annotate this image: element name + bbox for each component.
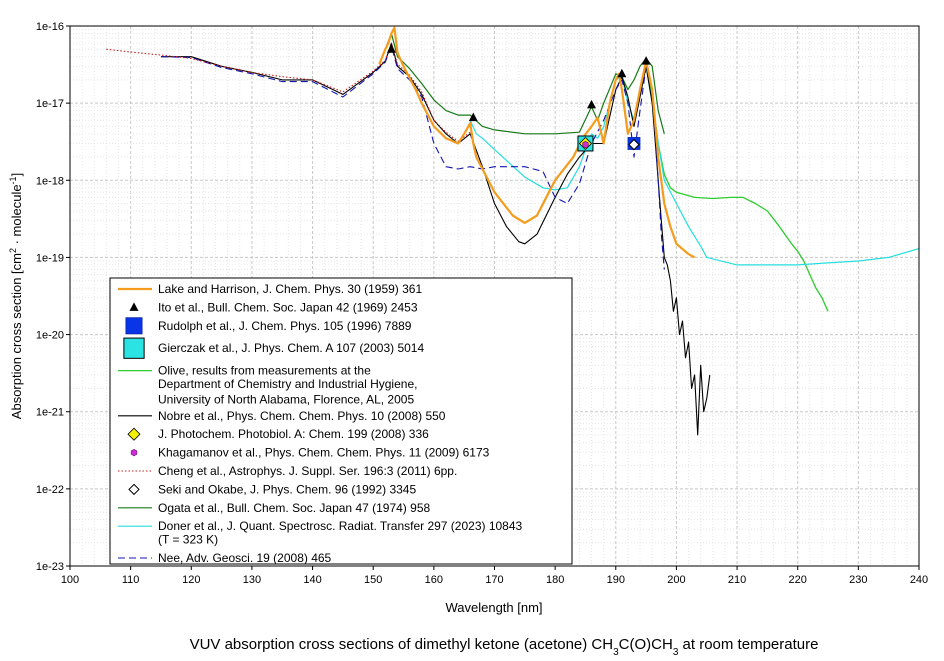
legend-label-cont: University of North Alabama, Florence, A… xyxy=(158,392,414,406)
y-axis-title-part: Absorption cross section [cm xyxy=(9,253,24,419)
legend-label: Nobre et al., Phys. Chem. Chem. Phys. 10… xyxy=(158,409,446,423)
series-4 xyxy=(645,66,829,312)
legend-label: Olive, results from measurements at the xyxy=(158,364,371,378)
axis-ticks: 100 110 120 130 140 150 160 170 180 190 200 210 220 2… xyxy=(36,21,928,586)
legend-symbol xyxy=(123,337,145,359)
legend-label: Khagamanov et al., Phys. Chem. Chem. Phy… xyxy=(158,446,490,460)
legend-label: Ito et al., Bull. Chem. Soc. Japan 42 (1… xyxy=(158,300,418,314)
legend-item: Khagamanov et al., Phys. Chem. Chem. Phy… xyxy=(130,446,490,460)
legend-label: Ogata et al., Bull. Chem. Soc. Japan 47 … xyxy=(158,501,430,515)
legend-label: J. Photochem. Photobiol. A: Chem. 199 (2… xyxy=(158,427,429,441)
y-axis-title-part: -1 xyxy=(8,176,18,184)
series-line xyxy=(645,66,829,312)
legend-symbol xyxy=(125,317,143,335)
data-point xyxy=(468,112,478,122)
series-line xyxy=(384,32,665,135)
x-tick-label: 180 xyxy=(546,574,564,586)
series-line xyxy=(106,42,471,142)
y-tick-label: 1e-17 xyxy=(36,98,64,110)
legend-item: Olive, results from measurements at theD… xyxy=(118,364,417,406)
legend-item: Seki and Okabe, J. Phys. Chem. 96 (1992)… xyxy=(128,482,416,496)
series-8 xyxy=(106,42,471,142)
data-point xyxy=(641,56,651,65)
x-tick-label: 210 xyxy=(728,574,746,586)
legend-label-cont: Department of Chemistry and Industrial H… xyxy=(158,377,417,391)
y-tick-label: 1e-20 xyxy=(36,330,64,342)
x-tick-label: 170 xyxy=(485,574,503,586)
legend-item: Nobre et al., Phys. Chem. Chem. Phys. 10… xyxy=(118,409,446,423)
legend-item: Cheng et al., Astrophys. J. Suppl. Ser. … xyxy=(118,464,457,478)
y-axis-title-part: · molecule xyxy=(9,184,24,248)
legend-item: Ogata et al., Bull. Chem. Soc. Japan 47 … xyxy=(118,501,430,515)
x-tick-label: 200 xyxy=(667,574,685,586)
chart-caption: VUV absorption cross sections of dimethy… xyxy=(190,636,819,658)
x-tick-label: 110 xyxy=(122,574,140,586)
y-tick-label: 1e-19 xyxy=(36,252,64,264)
x-tick-label: 160 xyxy=(425,574,443,586)
x-tick-label: 130 xyxy=(243,574,261,586)
x-tick-label: 240 xyxy=(910,574,928,586)
caption-part: 3 xyxy=(613,647,619,658)
x-tick-label: 230 xyxy=(849,574,867,586)
y-axis-title: Absorption cross section [cm2 · molecule… xyxy=(8,173,24,419)
legend-label: Gierczak et al., J. Phys. Chem. A 107 (2… xyxy=(158,341,424,355)
y-tick-label: 1e-16 xyxy=(36,21,64,33)
data-point xyxy=(617,68,627,78)
y-tick-label: 1e-21 xyxy=(36,407,64,419)
legend-label: Doner et al., J. Quant. Spectrosc. Radia… xyxy=(158,519,523,533)
caption-part: C(O)CH xyxy=(619,636,673,653)
series-line xyxy=(378,26,696,259)
caption-part: at room temperature xyxy=(678,636,818,653)
series-1 xyxy=(386,44,651,122)
legend-item: Rudolph et al., J. Chem. Phys. 105 (1996… xyxy=(125,317,412,335)
x-tick-label: 140 xyxy=(303,574,321,586)
x-tick-label: 120 xyxy=(182,574,200,586)
data-point xyxy=(386,44,396,53)
y-axis-title-part: 2 xyxy=(8,248,18,253)
y-tick-label: 1e-18 xyxy=(36,175,64,187)
legend-item: Gierczak et al., J. Phys. Chem. A 107 (2… xyxy=(123,337,424,359)
series-0 xyxy=(378,26,696,259)
legend-item: Lake and Harrison, J. Chem. Phys. 30 (19… xyxy=(118,282,422,296)
series-9 xyxy=(628,138,640,151)
legend-label-cont: (T = 323 K) xyxy=(158,533,218,547)
legend-item: Ito et al., Bull. Chem. Soc. Japan 42 (1… xyxy=(129,300,418,314)
legend-item: Doner et al., J. Quant. Spectrosc. Radia… xyxy=(118,519,523,547)
data-point xyxy=(582,140,589,149)
legend-box xyxy=(109,277,573,565)
data-point xyxy=(628,138,640,151)
series-7 xyxy=(582,140,589,149)
legend-label: Nee, Adv. Geosci. 19 (2008) 465 xyxy=(158,551,332,565)
x-axis-title: Wavelength [nm] xyxy=(445,600,542,615)
legend-symbol xyxy=(128,483,140,496)
y-tick-label: 1e-23 xyxy=(36,561,64,573)
legend-symbol xyxy=(130,448,138,457)
caption-part: VUV absorption cross sections of dimethy… xyxy=(190,636,614,653)
legend: Lake and Harrison, J. Chem. Phys. 30 (19… xyxy=(109,277,573,565)
y-tick-label: 1e-22 xyxy=(36,484,64,496)
x-tick-label: 190 xyxy=(607,574,625,586)
caption-part: 3 xyxy=(673,647,679,658)
legend-item: Nee, Adv. Geosci. 19 (2008) 465 xyxy=(118,551,332,565)
x-tick-label: 100 xyxy=(61,574,79,586)
legend-item: J. Photochem. Photobiol. A: Chem. 199 (2… xyxy=(127,427,429,441)
legend-symbol xyxy=(127,427,141,441)
series-10 xyxy=(384,32,665,135)
legend-label: Cheng et al., Astrophys. J. Suppl. Ser. … xyxy=(158,464,457,478)
series-layer xyxy=(106,26,919,436)
legend-label: Rudolph et al., J. Chem. Phys. 105 (1996… xyxy=(158,319,412,333)
data-point xyxy=(587,99,597,109)
legend-label: Lake and Harrison, J. Chem. Phys. 30 (19… xyxy=(158,282,422,296)
legend-label: Seki and Okabe, J. Phys. Chem. 96 (1992)… xyxy=(158,482,416,496)
x-tick-label: 150 xyxy=(364,574,382,586)
legend-symbol xyxy=(129,302,139,311)
x-tick-label: 220 xyxy=(789,574,807,586)
y-axis-title-part: ] xyxy=(9,173,24,177)
